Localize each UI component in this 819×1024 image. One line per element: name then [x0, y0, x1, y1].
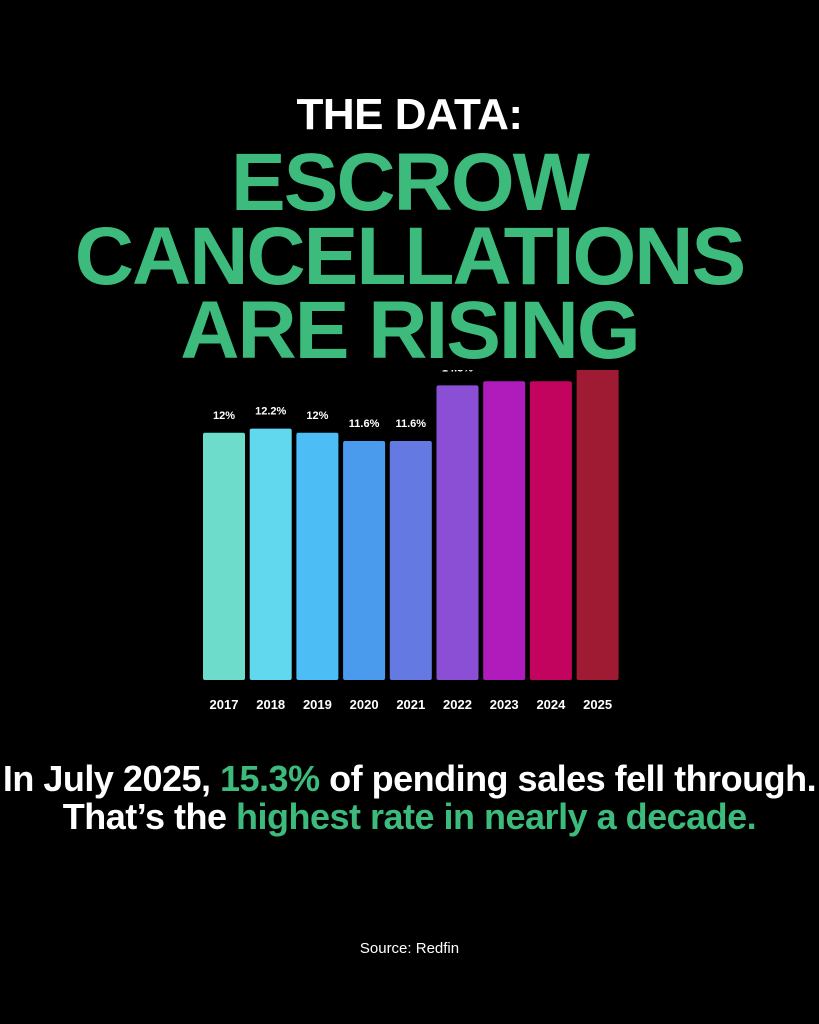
bar-2020 — [343, 441, 386, 680]
value-label-2022: 14.3% — [442, 370, 473, 374]
value-label-2018: 12.2% — [255, 406, 286, 418]
bar-2021 — [389, 441, 432, 680]
summary-highlight-percent: 15.3% — [220, 758, 320, 799]
bar-2023 — [483, 381, 526, 680]
headline-line-2: CANCELLATIONS — [74, 211, 746, 302]
source-note: Source: Redfin — [359, 940, 460, 957]
x-tick-2023: 2023 — [490, 697, 519, 712]
summary-part-1: In July 2025, — [2, 758, 221, 799]
x-tick-2017: 2017 — [210, 697, 239, 712]
headline-line-3: ARE RISING — [180, 285, 640, 376]
bar-2019 — [296, 432, 339, 680]
x-tick-2020: 2020 — [350, 697, 379, 712]
x-tick-2024: 2024 — [536, 697, 566, 712]
summary-part-2: of pending sales fell through. That’s th… — [62, 758, 817, 837]
headline-line-1: ESCROW — [231, 137, 590, 228]
x-tick-2018: 2018 — [256, 697, 285, 712]
bar-2025 — [576, 370, 619, 680]
bar-2024 — [529, 381, 572, 680]
x-tick-2025: 2025 — [583, 697, 612, 712]
value-label-2019: 12% — [306, 410, 328, 422]
x-tick-2021: 2021 — [396, 697, 425, 712]
bar-2022 — [436, 385, 479, 680]
bar-2018 — [249, 428, 292, 680]
value-label-2021: 11.6% — [396, 418, 427, 430]
bar-chart: 12% 2017 12.2% 2018 12% 2019 11.6% 2020 11.6% 202… — [203, 370, 619, 712]
bar-2017 — [203, 432, 245, 680]
summary-text: In July 2025, 15.3% of pending sales fel… — [0, 760, 819, 836]
summary-highlight-phrase: highest rate in nearly a decade. — [235, 796, 757, 837]
value-label-2020: 11.6% — [349, 418, 380, 430]
headline: ESCROW CANCELLATIONS ARE RISING — [0, 137, 819, 376]
x-tick-2022: 2022 — [443, 697, 472, 712]
x-tick-2019: 2019 — [303, 697, 332, 712]
kicker-title: THE DATA: — [296, 90, 523, 139]
value-label-2017: 12% — [213, 410, 235, 422]
